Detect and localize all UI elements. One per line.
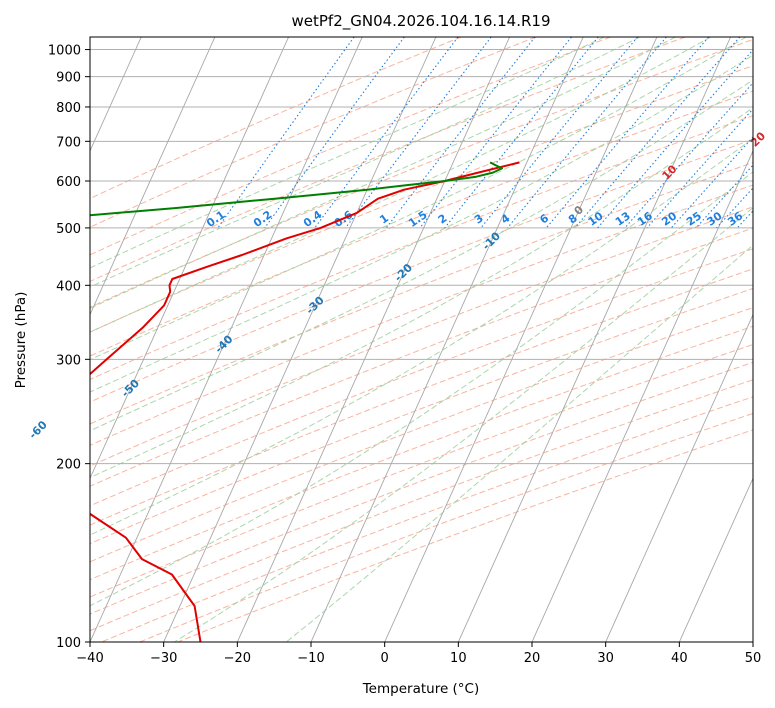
isotherm-line [457, 37, 731, 642]
mixing-ratio-line [597, 49, 753, 229]
y-tick-label: 300 [56, 353, 81, 368]
mixing-ratio-line [264, 37, 405, 229]
x-tick-label: 0 [381, 651, 389, 666]
moist-adiabat-line [174, 206, 753, 642]
x-tick-label: −10 [297, 651, 324, 666]
dry-adiabat-line [90, 287, 753, 545]
dry-adiabat-line [90, 227, 753, 487]
plot-background [90, 37, 753, 642]
dry-adiabat-line [90, 361, 753, 615]
y-tick-label: 600 [56, 175, 81, 190]
y-tick-label: 1000 [48, 44, 81, 59]
x-tick-label: 20 [524, 651, 541, 666]
y-tick-label: 700 [56, 135, 81, 150]
isotherm-line [90, 37, 363, 642]
mixing-ratio-line [314, 37, 459, 229]
moist-adiabat-line [90, 37, 676, 309]
chart-title: wetPf2_GN04.2026.104.16.14.R19 [291, 12, 550, 31]
y-tick-label: 100 [56, 636, 81, 651]
x-tick-label: −30 [150, 651, 177, 666]
isotherm-line [752, 640, 753, 642]
plot-frame [89, 36, 754, 643]
isotherm-line [236, 37, 510, 642]
isotherm-line [678, 477, 753, 642]
axis-ticks: −40 −30 −20 −10 0 10 20 30 40 50 100 200 300 400 500 60… [48, 44, 761, 666]
mixing-ratio-line [624, 82, 753, 229]
x-tick-label: −20 [224, 651, 251, 666]
sounding-series [90, 161, 520, 642]
dry-adiabat-line [90, 65, 753, 333]
moist-adiabat-line [90, 37, 605, 269]
y-tick-label: 200 [56, 458, 81, 473]
dry-adiabat-line [90, 90, 753, 357]
mixing-ratio-line [419, 37, 572, 229]
mixing-ratio-line [217, 37, 355, 229]
x-tick-label: 10 [450, 651, 467, 666]
isotherm-line [90, 37, 289, 480]
isotherm-line [605, 313, 753, 642]
temperature-line [90, 161, 520, 642]
y-axis-label: Pressure (hPa) [13, 292, 29, 389]
isotherm-line [531, 149, 753, 642]
dewpoint-line [90, 161, 503, 217]
dry-adiabat-line [90, 206, 753, 467]
y-tick-label: 400 [56, 279, 81, 294]
isotherm-line [310, 37, 584, 642]
x-tick-label: 30 [597, 651, 614, 666]
mixing-ratio-line [670, 136, 753, 229]
x-axis-label: Temperature (°C) [362, 681, 480, 697]
mixing-ratio-line [444, 37, 599, 229]
y-tick-label: 500 [56, 222, 81, 237]
moist-adiabat-line [90, 37, 747, 361]
dry-adiabat-line [90, 37, 536, 228]
y-tick-label: 800 [56, 101, 81, 116]
moist-adiabat-line [90, 37, 711, 333]
dry-adiabat-line [90, 325, 753, 581]
mixing-ratio-line [695, 164, 753, 229]
isotherm-line [0, 37, 68, 642]
moist-adiabat-line [90, 79, 753, 432]
dry-adiabat-line [90, 268, 753, 526]
moist-adiabat-line [90, 171, 753, 607]
isotherm-label: -60 [27, 418, 50, 441]
x-tick-label: 40 [671, 651, 688, 666]
dry-adiabat-line [90, 37, 462, 200]
moist-adiabat-line [90, 54, 753, 393]
dry-adiabat-line [90, 37, 611, 256]
moist-adiabat-line [285, 244, 753, 642]
moist-adiabat-line [90, 137, 753, 536]
x-tick-label: 50 [745, 651, 762, 666]
background-lines [0, 37, 753, 642]
dry-adiabat-line [90, 37, 686, 283]
moist-adiabat-line [90, 107, 753, 479]
y-tick-label: 900 [56, 71, 81, 86]
isotherm-line [163, 37, 437, 642]
dry-adiabat-line [90, 379, 753, 632]
isotherm-line [90, 37, 142, 152]
dry-adiabat-line [90, 38, 753, 308]
x-tick-label: −40 [76, 651, 103, 666]
mixing-ratio-line [507, 37, 667, 229]
dry-adiabat-line [90, 162, 753, 425]
dry-adiabat-line [90, 138, 753, 403]
isotherm-line [90, 37, 216, 316]
isotherm-line [384, 37, 658, 642]
